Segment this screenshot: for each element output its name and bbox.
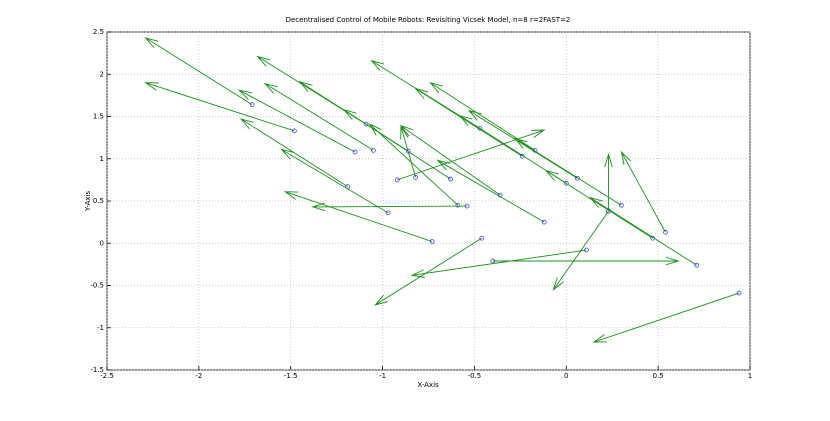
arrow: [311, 202, 468, 212]
robot-point: [479, 235, 485, 241]
arrow: [239, 118, 348, 188]
x-tick-label: -2: [195, 372, 202, 380]
arrow: [144, 37, 253, 106]
x-axis-label: X-Axis: [417, 381, 439, 389]
robot-point: [694, 262, 700, 268]
x-tick-label: 1: [748, 372, 752, 380]
arrow: [414, 87, 523, 157]
robot-point: [663, 229, 668, 235]
arrow: [342, 108, 451, 180]
chart-title: Decentralised Control of Mobile Robots: …: [286, 16, 571, 24]
robot-point: [736, 290, 742, 296]
arrow: [620, 150, 666, 233]
arrow: [513, 137, 622, 206]
arrow: [467, 109, 578, 179]
robot-point: [541, 219, 547, 225]
robot-point: [385, 210, 391, 216]
x-tick-label: -1.5: [284, 372, 298, 380]
robot-point: [464, 203, 470, 209]
robot-point: [619, 202, 624, 208]
arrow: [144, 82, 295, 132]
robot-point: [413, 174, 418, 180]
robot-point: [352, 149, 358, 155]
arrow: [263, 82, 374, 151]
y-axis-label: Y-Axis: [84, 190, 92, 212]
arrow: [604, 153, 613, 212]
robot-point: [584, 247, 589, 253]
arrow: [399, 124, 501, 196]
arrow: [410, 249, 587, 278]
arrow: [373, 237, 483, 306]
arrow: [588, 196, 697, 266]
robot-point: [363, 121, 369, 127]
arrow: [436, 159, 545, 223]
arrow: [492, 256, 680, 266]
robot-point: [455, 202, 461, 208]
robot-point: [405, 148, 411, 154]
robot-point: [429, 239, 435, 244]
y-tick-label: 0.5: [93, 197, 104, 205]
arrow: [237, 89, 356, 153]
robot-point: [490, 258, 496, 264]
y-tick-label: -0.5: [90, 282, 104, 290]
x-tick-label: -0.5: [468, 372, 482, 380]
robot-point: [292, 128, 297, 134]
arrow: [592, 292, 740, 343]
y-tick-label: 1: [100, 155, 104, 163]
x-tick-label: -2.5: [100, 372, 114, 380]
arrow: [280, 148, 389, 214]
y-tick-label: 2.5: [93, 28, 104, 36]
arrow: [552, 210, 609, 291]
x-tick-label: -1: [379, 372, 386, 380]
robot-point: [448, 176, 453, 182]
robot-point: [371, 147, 376, 153]
y-tick-label: -1: [97, 324, 104, 332]
x-tick-label: 0: [564, 372, 568, 380]
robot-point: [574, 175, 580, 181]
robot-point: [563, 180, 569, 186]
y-tick-label: 2: [100, 70, 104, 78]
robot-point: [249, 102, 255, 108]
arrow: [283, 191, 433, 242]
arrow: [544, 169, 653, 239]
y-tick-label: -1.5: [90, 366, 104, 374]
x-tick-label: 0.5: [653, 372, 664, 380]
y-tick-label: 1.5: [93, 113, 104, 121]
robot-point: [394, 177, 400, 183]
y-tick-label: 0: [100, 239, 104, 247]
arrow: [368, 123, 459, 206]
